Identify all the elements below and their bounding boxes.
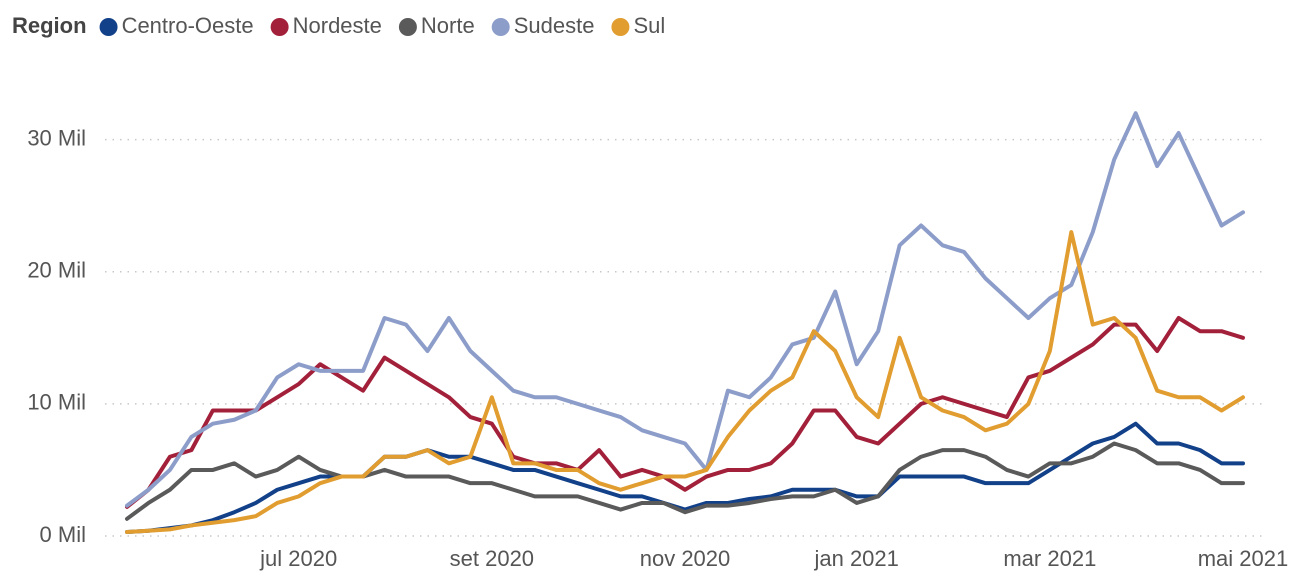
legend-marker xyxy=(99,18,118,36)
y-tick-label: 10 Mil xyxy=(27,390,86,415)
legend-label: Centro-Oeste xyxy=(122,13,254,38)
series-line xyxy=(125,111,1245,508)
x-tick-label: jul 2020 xyxy=(259,546,337,571)
x-tick-label: set 2020 xyxy=(450,546,534,571)
legend-label: Sudeste xyxy=(514,13,595,38)
x-tick-label: nov 2020 xyxy=(640,546,731,571)
legend-marker xyxy=(611,18,630,36)
y-tick-label: 30 Mil xyxy=(27,125,86,150)
x-tick-label: mar 2021 xyxy=(1003,546,1096,571)
series-line xyxy=(125,316,1245,509)
legend-label: Nordeste xyxy=(293,13,382,38)
y-tick-label: 20 Mil xyxy=(27,258,86,283)
series-line xyxy=(125,230,1245,535)
legend-title: Region xyxy=(12,13,87,38)
x-tick-label: jan 2021 xyxy=(813,546,898,571)
legend-marker xyxy=(270,18,289,36)
series-line xyxy=(125,441,1245,521)
series-line xyxy=(125,421,1245,535)
y-tick-label: 0 Mil xyxy=(40,522,86,547)
x-tick-label: mai 2021 xyxy=(1198,546,1289,571)
legend-marker xyxy=(491,18,510,36)
legend-marker xyxy=(398,18,417,36)
legend-label: Norte xyxy=(421,13,475,38)
legend-label: Sul xyxy=(633,13,665,38)
